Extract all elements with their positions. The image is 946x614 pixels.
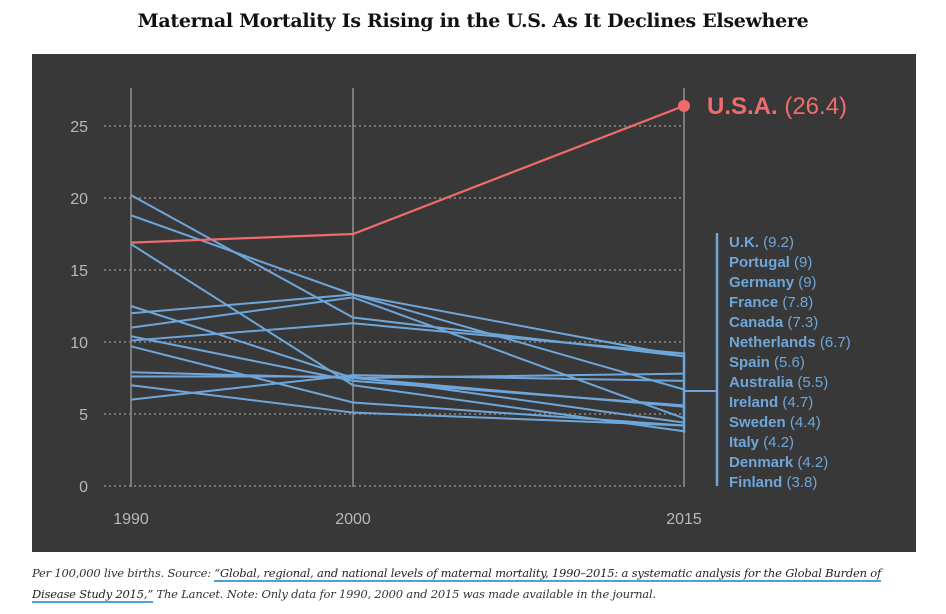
chart-caption: Per 100,000 live births. Source: “Global… (32, 563, 922, 605)
series-line-usa (130, 104, 685, 244)
legend-value: (9) (794, 254, 812, 271)
series-line-italy (130, 345, 685, 427)
legend-value: (5.5) (797, 374, 828, 391)
legend-value: (4.4) (790, 414, 821, 431)
legend-label: France (7.8) (729, 294, 813, 311)
legend-label: Finland (3.8) (729, 474, 817, 491)
series-line-denmark (130, 384, 685, 427)
legend-country: Netherlands (729, 334, 820, 351)
legend-label: Germany (9) (729, 274, 817, 291)
legend-country: Australia (729, 374, 797, 391)
legend-value: (4.2) (763, 434, 794, 451)
x-tick-label: 2015 (666, 511, 702, 528)
legend-label: Netherlands (6.7) (729, 334, 851, 351)
chart-panel (32, 54, 916, 552)
usa-value: (26.4) (784, 93, 847, 120)
legend-value: (9) (798, 274, 816, 291)
legend-value: (5.6) (774, 354, 805, 371)
y-tick-label: 15 (70, 263, 88, 280)
legend-label: Canada (7.3) (729, 314, 818, 331)
usa-label: U.S.A. (26.4) (707, 93, 847, 120)
series-line-netherlands (130, 293, 685, 391)
y-tick-label: 20 (70, 191, 88, 208)
y-tick-label: 0 (79, 479, 88, 496)
legend-value: (4.2) (797, 454, 828, 471)
chart-title: Maternal Mortality Is Rising in the U.S.… (137, 10, 809, 32)
legend-country: Germany (729, 274, 798, 291)
y-tick-label: 10 (70, 335, 88, 352)
legend-label: Australia (5.5) (729, 374, 828, 391)
legend-country: Portugal (729, 254, 794, 271)
caption-suffix: The Lancet. Note: Only data for 1990, 20… (153, 587, 657, 601)
series-line-sweden (131, 375, 685, 424)
legend-value: (9.2) (763, 234, 794, 251)
usa-endpoint-marker (678, 99, 690, 112)
legend-label: Ireland (4.7) (729, 394, 813, 411)
series-line-uk (130, 322, 685, 355)
legend-value: (4.7) (782, 394, 813, 411)
y-tick-label: 5 (79, 407, 88, 424)
legend-country: Spain (729, 354, 774, 371)
y-tick-label: 25 (70, 119, 88, 136)
legend-label: Spain (5.6) (729, 354, 805, 371)
legend-country: Denmark (729, 454, 797, 471)
legend-value: (7.8) (782, 294, 813, 311)
legend-country: U.K. (729, 234, 763, 251)
legend-country: Finland (729, 474, 787, 491)
x-tick-label: 1990 (113, 511, 149, 528)
x-tick-label: 2000 (335, 511, 371, 528)
series-line-australia (130, 371, 685, 408)
series-line-finland (130, 243, 685, 433)
legend-value: (7.3) (787, 314, 818, 331)
series-line-portugal (130, 194, 685, 358)
legend-label: Italy (4.2) (729, 434, 794, 451)
series-line-ireland (130, 296, 685, 420)
legend-value: (3.8) (787, 474, 818, 491)
legend-label: Portugal (9) (729, 254, 812, 271)
legend-country: Sweden (729, 414, 790, 431)
source-link[interactable]: “Global, regional, and national levels o… (32, 566, 882, 603)
legend-label: Sweden (4.4) (729, 414, 821, 431)
usa-name: U.S.A. (707, 93, 784, 120)
legend-country: Ireland (729, 394, 782, 411)
legend-label: Denmark (4.2) (729, 454, 828, 471)
legend-country: Italy (729, 434, 763, 451)
caption-prefix: Per 100,000 live births. Source: (32, 566, 215, 580)
legend-country: Canada (729, 314, 787, 331)
series-line-germany (130, 214, 685, 358)
legend-country: France (729, 294, 782, 311)
legend-value: (6.7) (820, 334, 851, 351)
legend-label: U.K. (9.2) (729, 234, 794, 251)
